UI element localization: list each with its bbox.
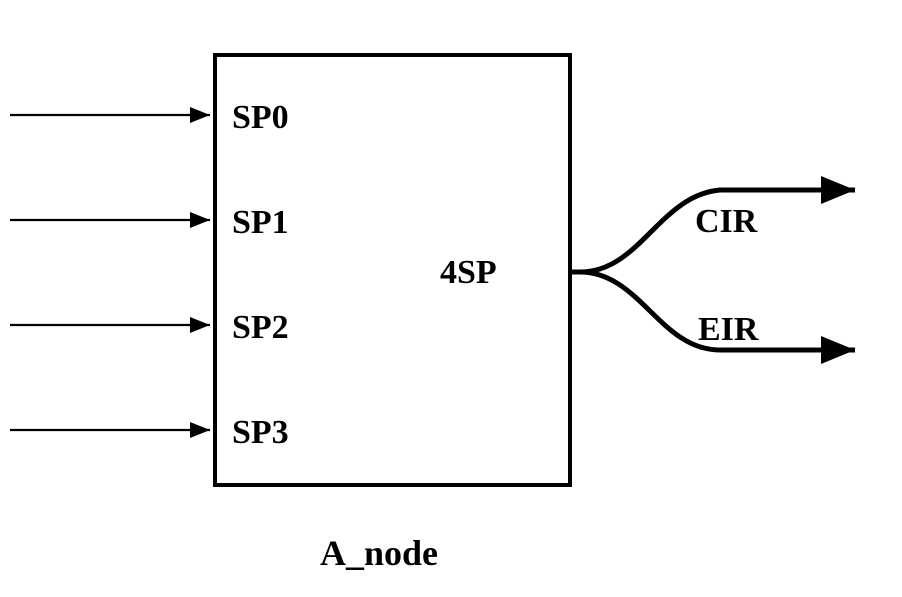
input-label-1: SP1: [232, 204, 289, 241]
input-label-3: SP3: [232, 414, 289, 451]
inputs-group: SP0 SP1 SP2 SP3: [10, 99, 289, 451]
center-label: 4SP: [440, 254, 497, 291]
diagram-canvas: SP0 SP1 SP2 SP3 4SP CIR EIR A_node: [0, 0, 902, 597]
node-label: A_node: [320, 533, 438, 573]
output-label-cir: CIR: [695, 203, 758, 240]
input-label-0: SP0: [232, 99, 289, 136]
input-label-2: SP2: [232, 309, 289, 346]
output-label-eir: EIR: [698, 311, 759, 348]
